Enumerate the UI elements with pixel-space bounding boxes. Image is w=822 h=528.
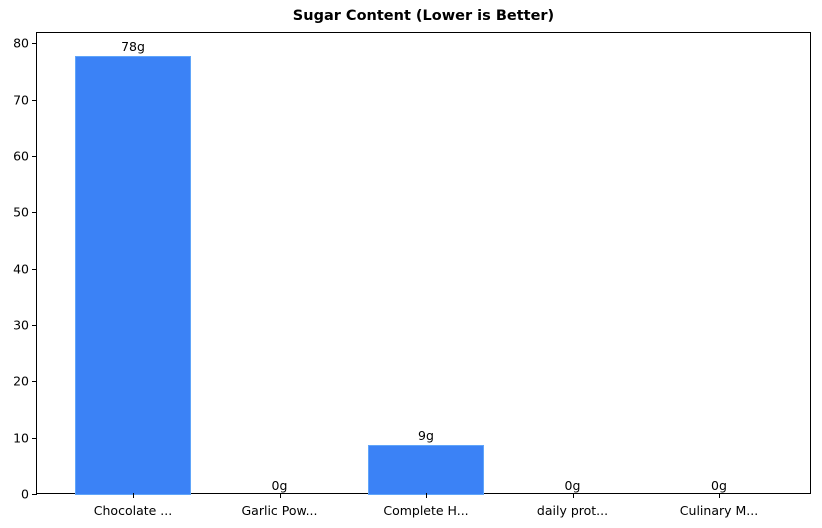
y-tick-label: 60	[13, 148, 29, 164]
x-tick-label: Culinary M...	[679, 503, 759, 518]
y-tick	[32, 99, 37, 101]
x-tick	[279, 493, 281, 498]
y-tick	[32, 43, 37, 45]
x-tick	[133, 493, 134, 498]
x-tick	[719, 493, 720, 498]
x-tick-label: Garlic Pow...	[241, 503, 318, 518]
x-tick	[572, 493, 574, 498]
y-tick	[32, 212, 37, 214]
x-tick	[426, 493, 427, 498]
y-tick-label: 50	[13, 204, 29, 220]
bar	[368, 445, 484, 495]
y-tick	[32, 381, 37, 383]
y-tick-label: 80	[13, 35, 29, 51]
y-tick	[32, 324, 37, 326]
x-tick-label: daily prot...	[536, 503, 609, 518]
bar-value-label: 0g	[564, 478, 581, 493]
y-tick	[32, 437, 37, 439]
bar-value-label: 0g	[271, 478, 288, 493]
chart-title: Sugar Content (Lower is Better)	[292, 8, 555, 24]
y-tick	[32, 494, 37, 495]
bar-value-label: 78g	[121, 38, 145, 54]
bar-value-label: 9g	[418, 428, 434, 444]
y-tick-label: 30	[13, 317, 29, 333]
x-tick-label: Chocolate ...	[93, 503, 173, 518]
x-tick-label: Complete H...	[383, 503, 469, 518]
y-tick-label: 0	[21, 486, 29, 502]
y-tick-label: 20	[13, 373, 29, 389]
y-tick-label: 10	[13, 430, 29, 446]
plot-area: 0 10 20 30 40 50 60 70 80 78g Chocolate ... 0g Garli…	[13, 32, 811, 518]
bar	[75, 55, 191, 495]
y-tick	[32, 155, 37, 157]
y-tick-label: 70	[13, 92, 29, 108]
y-tick-label: 40	[13, 261, 29, 277]
y-tick	[32, 268, 37, 270]
bar-value-label: 0g	[711, 478, 727, 493]
